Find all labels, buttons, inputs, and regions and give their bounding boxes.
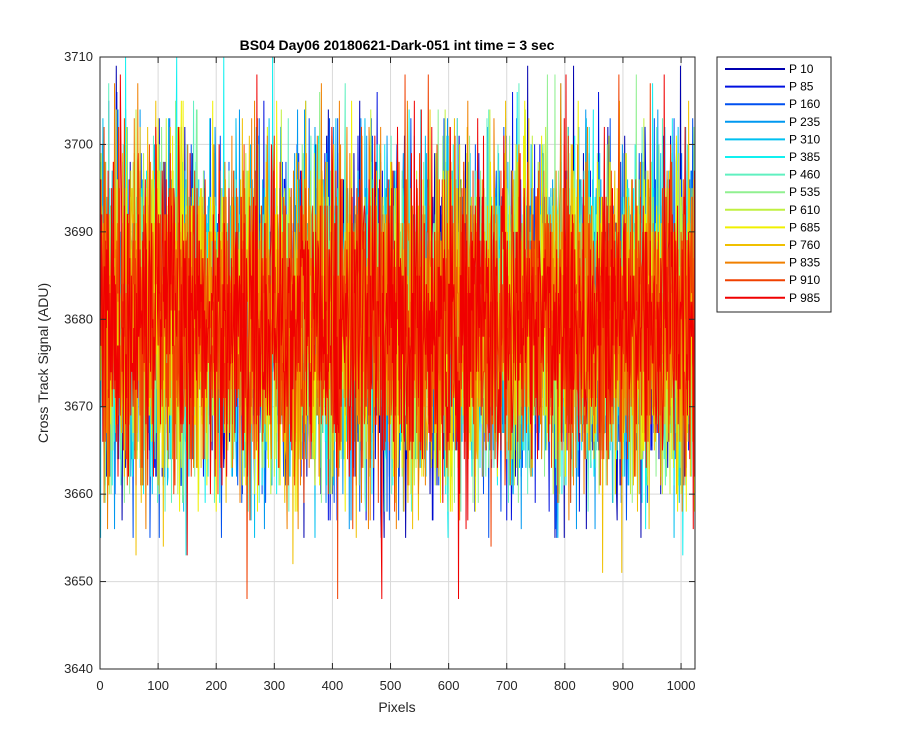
x-tick-label: 600 [438, 678, 460, 693]
x-tick-label: 1000 [667, 678, 696, 693]
x-tick-label: 0 [96, 678, 103, 693]
legend-entry-label: P 685 [789, 220, 820, 234]
legend-entry-label: P 835 [789, 256, 820, 270]
y-tick-label: 3680 [64, 311, 93, 326]
x-tick-label: 300 [263, 678, 285, 693]
legend-entry-label: P 235 [789, 115, 820, 129]
legend-box [716, 56, 832, 313]
x-tick-label: 900 [612, 678, 634, 693]
x-tick-label: 800 [554, 678, 576, 693]
series-line-p985 [100, 74, 695, 600]
legend-entry-label: P 310 [789, 132, 820, 146]
x-tick-label: 100 [147, 678, 169, 693]
y-tick-label: 3670 [64, 399, 93, 414]
x-tick-label: 700 [496, 678, 518, 693]
legend-entry-label: P 10 [789, 62, 814, 76]
legend-entry-label: P 760 [789, 238, 820, 252]
axes-frame [99, 56, 696, 670]
y-axis: 3640 3650 3660 3670 3680 3690 3700 3710 [64, 49, 695, 676]
x-axis-label: Pixels [378, 699, 415, 715]
legend-entry-label: P 985 [789, 291, 820, 305]
legend-entry-label: P 535 [789, 185, 820, 199]
y-tick-label: 3690 [64, 224, 93, 239]
legend-entry-label: P 160 [789, 97, 820, 111]
legend-entry-label: P 85 [789, 80, 814, 94]
y-axis-label: Cross Track Signal (ADU) [35, 283, 51, 443]
legend-entry-label: P 385 [789, 150, 820, 164]
y-tick-label: 3700 [64, 136, 93, 151]
legend-entry-label: P 610 [789, 203, 820, 217]
x-tick-label: 200 [205, 678, 227, 693]
legend: P 10 P 85 P 160 P 235 P 310 P 385 P 460 P 535 P … [716, 56, 832, 313]
y-tick-label: 3650 [64, 574, 93, 589]
x-axis: 0 100 200 300 400 500 600 700 800 900 1000 [96, 57, 696, 693]
x-tick-label: 400 [322, 678, 344, 693]
y-tick-label: 3640 [64, 661, 93, 676]
y-tick-label: 3710 [64, 49, 93, 64]
legend-entry-label: P 460 [789, 168, 820, 182]
series-lines [100, 57, 695, 600]
y-tick-label: 3660 [64, 486, 93, 501]
legend-entry-label: P 910 [789, 273, 820, 287]
chart-title: BS04 Day06 20180621-Dark-051 int time = … [240, 37, 555, 53]
x-tick-label: 500 [380, 678, 402, 693]
